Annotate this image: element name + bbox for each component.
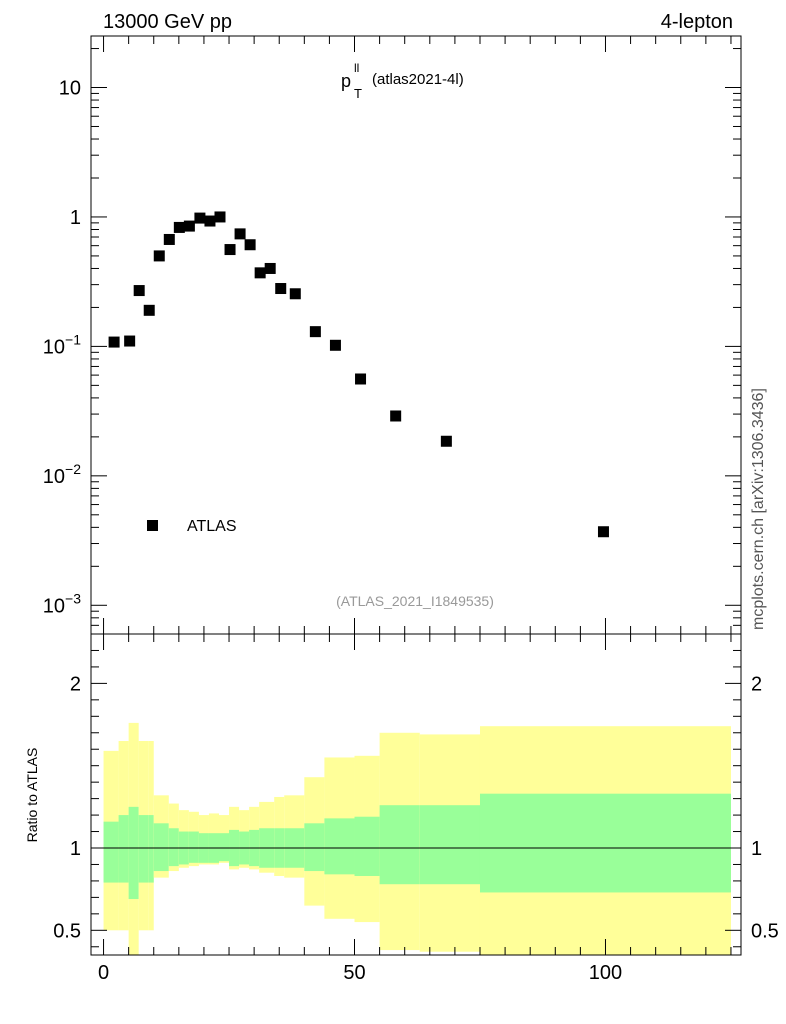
- main-panel-background: [91, 36, 741, 634]
- stat-uncertainty-band: [118, 815, 129, 883]
- uncertainty-bands: [103, 722, 731, 955]
- data-point: [309, 326, 321, 338]
- main-y-ticks: 10−3 10−2 10−1 1 10: [43, 36, 741, 635]
- ratio-panel: 0.5 0.5 1 1 2 2 0 50 100 Ratio to ATLAS: [24, 633, 779, 984]
- data-point: [214, 211, 226, 223]
- x-tick-label: 100: [589, 962, 622, 984]
- stat-uncertainty-band: [379, 805, 420, 885]
- stat-uncertainty-band: [218, 833, 230, 862]
- ratio-y-tick-label: 2: [70, 673, 81, 695]
- x-axis-ticks: 0 50 100: [98, 634, 732, 984]
- data-point: [153, 250, 165, 262]
- stat-uncertainty-band: [103, 821, 119, 883]
- main-y-tick-label: 10−1: [43, 331, 81, 358]
- stat-uncertainty-band: [153, 823, 169, 872]
- data-point: [143, 304, 155, 316]
- data-point: [124, 335, 136, 347]
- main-y-tick-label: 10: [59, 78, 81, 100]
- x-tick-label: 0: [98, 962, 109, 984]
- stat-uncertainty-band: [354, 816, 380, 876]
- data-point: [183, 220, 195, 232]
- ratio-y-tick-label-right: 0.5: [751, 920, 779, 942]
- data-point: [254, 267, 266, 279]
- main-panel: p ll T (atlas2021-4l) (ATLAS_2021_I18495…: [43, 35, 742, 635]
- main-y-tick-label: 10−2: [43, 461, 81, 488]
- plot-title: p: [341, 71, 351, 91]
- stat-uncertainty-band: [138, 815, 149, 883]
- data-point: [289, 288, 301, 300]
- data-point: [194, 212, 206, 224]
- data-point: [597, 526, 609, 538]
- main-y-tick-label: 1: [70, 207, 81, 229]
- data-points-atlas: [108, 211, 609, 538]
- stat-uncertainty-band: [479, 793, 731, 893]
- data-point: [244, 239, 256, 251]
- ratio-y-tick-label: 1: [70, 838, 81, 860]
- side-credit-label: mcplots.cern.ch [arXiv:1306.3436]: [750, 388, 767, 630]
- header-left: 13000 GeV pp: [103, 11, 232, 33]
- stat-uncertainty-band: [148, 815, 154, 883]
- ratio-panel-frame: [90, 633, 742, 956]
- data-point: [108, 336, 120, 348]
- plot-title-sub: T: [354, 86, 362, 101]
- header-right: 4-lepton: [661, 11, 733, 33]
- stat-uncertainty-band: [419, 805, 480, 885]
- stat-uncertainty-band: [324, 818, 355, 875]
- data-point: [234, 228, 246, 240]
- legend-label-atlas: ATLAS: [187, 518, 237, 535]
- stat-uncertainty-band: [188, 831, 199, 863]
- ratio-y-tick-label-right: 2: [751, 673, 762, 695]
- plot-title-main: p: [341, 71, 351, 91]
- ratio-y-tick-label-right: 1: [751, 838, 762, 860]
- main-y-tick-label: 10−3: [43, 590, 81, 617]
- data-point: [329, 339, 341, 351]
- data-point: [390, 410, 402, 422]
- data-point: [440, 435, 452, 447]
- data-point: [163, 233, 175, 245]
- ratio-y-tick-label: 0.5: [53, 920, 81, 942]
- ratio-y-axis-label: Ratio to ATLAS: [24, 748, 40, 843]
- ratio-y-ticks: 0.5 0.5 1 1 2 2: [53, 649, 779, 948]
- x-tick-label: 50: [343, 962, 365, 984]
- data-point: [275, 283, 287, 295]
- analysis-watermark: (ATLAS_2021_I1849535): [336, 593, 494, 609]
- stat-uncertainty-band: [304, 823, 325, 872]
- data-point: [133, 285, 145, 297]
- plot-title-suffix: (atlas2021-4l): [372, 71, 464, 88]
- data-point: [204, 215, 216, 227]
- plot-title-sup: ll: [354, 61, 359, 75]
- stat-uncertainty-band: [168, 828, 179, 867]
- data-point: [173, 221, 185, 233]
- data-point: [264, 262, 276, 274]
- stat-uncertainty-band: [128, 806, 139, 900]
- data-point: [224, 244, 236, 256]
- data-point: [355, 373, 367, 385]
- legend-marker-atlas: [147, 520, 158, 531]
